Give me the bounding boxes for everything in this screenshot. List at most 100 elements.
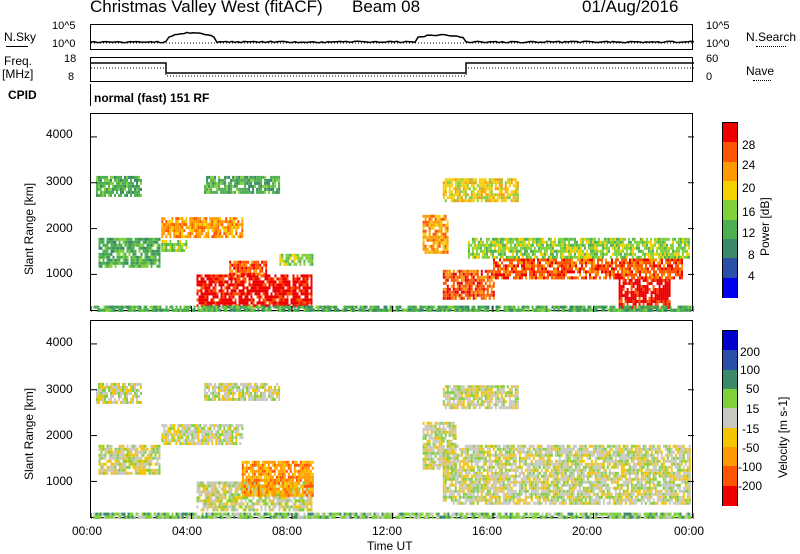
data-cell bbox=[477, 240, 480, 244]
data-cell bbox=[639, 237, 642, 241]
data-cell bbox=[452, 187, 455, 191]
data-cell bbox=[285, 463, 288, 467]
data-cell bbox=[549, 258, 551, 262]
data-cell bbox=[273, 469, 276, 473]
data-cell bbox=[607, 237, 610, 241]
data-cell bbox=[623, 270, 625, 274]
data-cell bbox=[571, 267, 573, 271]
data-cell bbox=[636, 285, 639, 288]
data-cell bbox=[484, 296, 487, 300]
data-cell bbox=[435, 308, 438, 312]
data-cell bbox=[511, 237, 514, 241]
data-cell bbox=[535, 240, 538, 244]
data-cell bbox=[494, 187, 497, 191]
data-cell bbox=[278, 277, 281, 281]
data-cell bbox=[287, 487, 290, 491]
data-cell bbox=[481, 255, 484, 259]
power-cbar-tick: 12 bbox=[742, 226, 756, 240]
data-cell bbox=[539, 252, 542, 256]
data-cell bbox=[515, 308, 518, 312]
data-cell bbox=[478, 281, 481, 285]
data-cell bbox=[515, 246, 518, 250]
data-cell bbox=[611, 270, 613, 274]
data-cell bbox=[132, 249, 135, 253]
data-cell bbox=[205, 223, 208, 227]
data-cell bbox=[250, 277, 253, 281]
data-cell bbox=[434, 217, 437, 221]
data-cell bbox=[311, 308, 314, 312]
data-cell bbox=[430, 244, 433, 248]
data-cell bbox=[563, 261, 565, 265]
data-cell bbox=[658, 300, 661, 303]
data-cell bbox=[519, 237, 522, 241]
data-cell bbox=[541, 237, 544, 241]
data-cell bbox=[629, 246, 632, 250]
data-cell bbox=[464, 178, 467, 182]
data-cell bbox=[122, 252, 125, 256]
data-cell bbox=[252, 283, 255, 287]
data-cell bbox=[255, 478, 258, 482]
data-cell bbox=[286, 280, 289, 284]
data-cell bbox=[185, 305, 188, 309]
data-cell bbox=[636, 282, 639, 285]
data-cell bbox=[640, 291, 643, 294]
data-cell bbox=[629, 270, 631, 274]
data-cell bbox=[234, 280, 237, 284]
data-cell bbox=[466, 281, 469, 285]
data-cell bbox=[146, 243, 149, 247]
data-cell bbox=[597, 261, 599, 265]
data-cell bbox=[251, 490, 254, 494]
data-cell bbox=[210, 178, 213, 182]
data-cell bbox=[240, 481, 243, 485]
data-cell bbox=[687, 308, 690, 312]
data-cell bbox=[306, 502, 309, 506]
data-cell bbox=[507, 237, 510, 241]
data-cell bbox=[268, 187, 271, 191]
data-cell bbox=[229, 223, 232, 227]
data-cell bbox=[216, 184, 219, 188]
data-cell bbox=[505, 246, 508, 250]
data-cell bbox=[310, 496, 313, 500]
data-cell bbox=[517, 261, 519, 265]
data-cell bbox=[212, 499, 215, 503]
data-cell bbox=[198, 298, 201, 302]
data-cell bbox=[199, 308, 202, 312]
data-cell bbox=[666, 285, 669, 288]
data-cell bbox=[161, 229, 164, 233]
data-cell bbox=[206, 487, 209, 491]
data-cell bbox=[509, 258, 511, 262]
data-cell bbox=[484, 196, 487, 200]
data-cell bbox=[226, 508, 229, 512]
data-cell bbox=[250, 292, 253, 296]
data-cell bbox=[646, 303, 649, 306]
data-cell bbox=[512, 193, 515, 197]
data-cell bbox=[462, 178, 465, 182]
data-cell bbox=[535, 273, 537, 277]
data-cell bbox=[649, 308, 652, 312]
data-cell bbox=[142, 249, 145, 253]
data-cell bbox=[210, 481, 213, 485]
data-cell bbox=[434, 235, 437, 239]
data-cell bbox=[478, 181, 481, 185]
data-cell bbox=[224, 190, 227, 194]
velocity-ytick: 2000 bbox=[46, 428, 73, 442]
data-cell bbox=[150, 255, 153, 259]
data-cell bbox=[503, 237, 506, 241]
data-cell bbox=[276, 277, 279, 281]
data-cell bbox=[471, 237, 474, 241]
data-cell bbox=[630, 282, 633, 285]
data-cell bbox=[541, 270, 543, 274]
data-cell bbox=[605, 276, 607, 280]
data-cell bbox=[421, 305, 424, 309]
data-cell bbox=[300, 298, 303, 302]
data-cell bbox=[268, 280, 271, 284]
data-cell bbox=[601, 252, 604, 256]
data-cell bbox=[500, 184, 503, 188]
data-cell bbox=[265, 469, 268, 473]
data-cell bbox=[623, 305, 626, 309]
data-cell bbox=[635, 240, 638, 244]
data-cell bbox=[673, 255, 676, 259]
data-cell bbox=[469, 252, 472, 256]
data-cell bbox=[294, 502, 297, 506]
data-cell bbox=[167, 223, 170, 227]
